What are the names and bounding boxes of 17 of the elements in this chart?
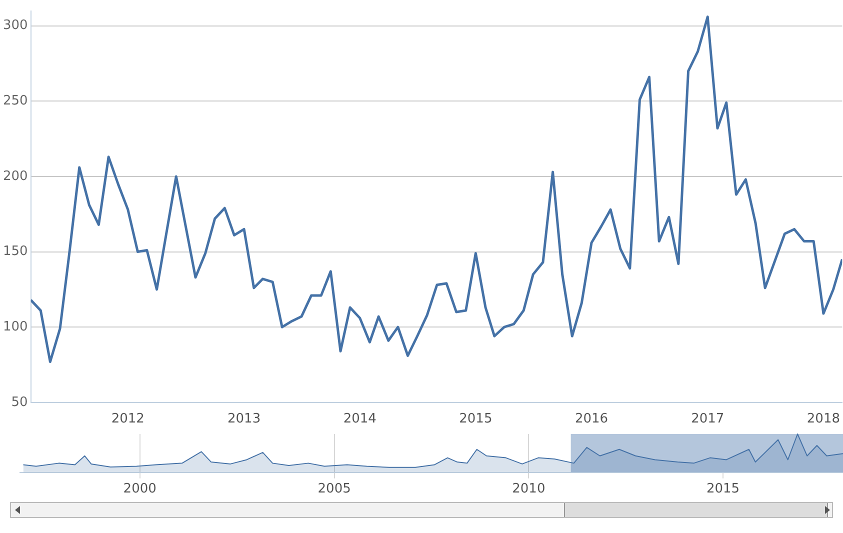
y-tick-label: 200	[2, 168, 28, 184]
x-tick-label: 2010	[512, 482, 546, 497]
x-tick-label: 2016	[574, 412, 608, 427]
y-tick-label: 50	[11, 394, 28, 410]
y-tick-label: 150	[2, 244, 28, 260]
x-tick-label: 2012	[111, 412, 144, 427]
x-tick-label: 2015	[706, 482, 740, 497]
y-tick-label: 250	[2, 94, 28, 109]
x-tick-label: 2017	[691, 412, 724, 427]
x-tick-label: 2015	[459, 412, 492, 427]
y-tick-label: 300	[2, 18, 28, 34]
x-tick-label: 2014	[343, 412, 376, 427]
x-tick-label: 2005	[318, 482, 351, 497]
x-tick-label: 2013	[228, 412, 261, 427]
x-tick-label: 2018	[806, 412, 840, 427]
y-tick-label: 100	[2, 319, 28, 334]
x-tick-label: 2000	[123, 482, 156, 497]
